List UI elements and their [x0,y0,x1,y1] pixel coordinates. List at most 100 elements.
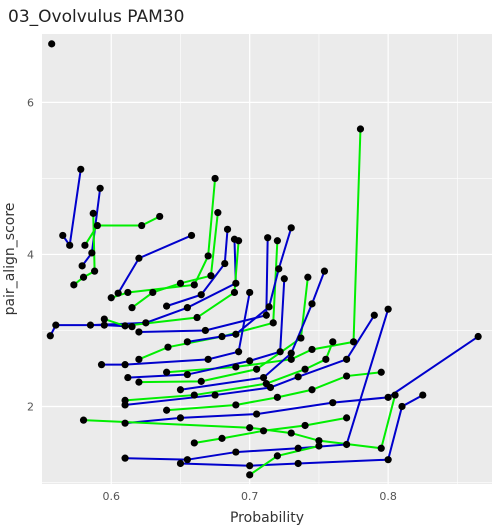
y-tick-label: 4 [27,248,34,261]
data-point [121,401,128,408]
data-point [87,322,94,329]
x-tick-label: 0.7 [241,490,259,503]
data-point [277,348,284,355]
data-point [163,369,170,376]
data-point [184,456,191,463]
data-point [232,280,239,287]
data-point [270,319,277,326]
data-point [295,445,302,452]
data-point [211,175,218,182]
data-point [246,289,253,296]
chart-title: 03_Ovolvulus PAM30 [8,7,184,27]
data-point [322,356,329,363]
data-point [77,166,84,173]
data-point [232,401,239,408]
data-point [52,322,59,329]
data-point [128,304,135,311]
data-point [163,407,170,414]
data-point [121,361,128,368]
data-point [295,460,302,467]
data-point [301,422,308,429]
data-point [274,452,281,459]
data-point [177,280,184,287]
data-point [128,323,135,330]
data-point [205,356,212,363]
data-point [260,427,267,434]
data-point [246,471,253,478]
data-point [121,322,128,329]
data-point [115,290,122,297]
data-point [214,209,221,216]
data-point [142,319,149,326]
data-point [398,403,405,410]
data-point [202,327,209,334]
data-point [80,274,87,281]
data-point [304,274,311,281]
data-point [275,265,282,272]
data-point [184,304,191,311]
data-point [97,185,104,192]
data-point [79,262,86,269]
data-point [80,417,87,424]
data-point [308,386,315,393]
data-point [70,281,77,288]
data-point [198,291,205,298]
data-point [288,350,295,357]
data-point [188,232,195,239]
data-point [121,420,128,427]
data-point [288,224,295,231]
data-point [163,303,170,310]
data-point [378,369,385,376]
data-point [343,441,350,448]
x-tick-label: 0.6 [102,490,120,503]
data-point [66,242,73,249]
data-point [265,303,272,310]
data-point [371,312,378,319]
data-point [232,448,239,455]
x-axis-title: Probability [230,510,304,526]
data-point [224,226,231,233]
data-point [232,363,239,370]
data-point [191,281,198,288]
data-point [124,289,131,296]
data-point [267,384,274,391]
data-point [391,391,398,398]
data-point [264,234,271,241]
data-point [232,331,239,338]
x-tick-label: 0.8 [379,490,397,503]
data-point [385,394,392,401]
data-point [184,371,191,378]
y-axis-title: pair_align_score [2,203,18,316]
data-point [357,125,364,132]
data-point [378,445,385,452]
data-point [198,378,205,385]
data-point [59,232,66,239]
data-point [253,366,260,373]
y-tick-label: 6 [27,96,34,109]
data-point [91,268,98,275]
data-point [98,361,105,368]
data-point [177,414,184,421]
data-point [295,373,302,380]
data-point [90,210,97,217]
data-point [124,374,131,381]
data-point [218,435,225,442]
data-point [350,338,357,345]
data-point [301,366,308,373]
data-point [191,439,198,446]
y-tick-label: 2 [27,400,34,413]
data-point [385,456,392,463]
data-point [263,312,270,319]
data-point [246,462,253,469]
data-point [193,314,200,321]
data-point [149,289,156,296]
data-point [191,391,198,398]
data-point [47,332,54,339]
data-point [135,379,142,386]
data-point [329,399,336,406]
data-point [297,334,304,341]
data-point [246,424,253,431]
data-point [121,455,128,462]
